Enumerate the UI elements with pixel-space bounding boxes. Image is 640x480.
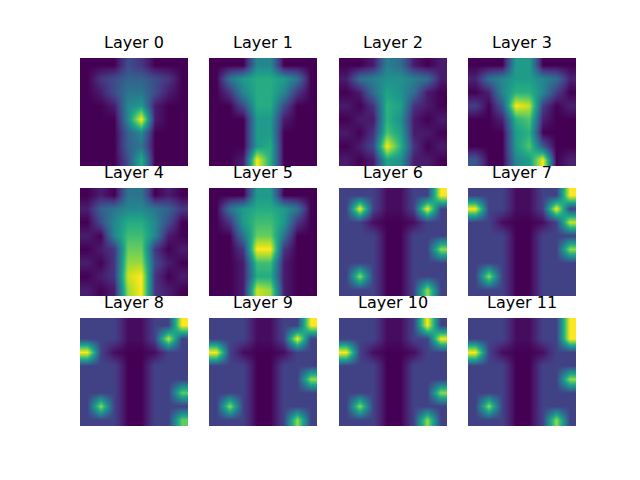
svg-text:Layer 1: Layer 1 — [233, 33, 293, 52]
svg-text:Layer 11: Layer 11 — [487, 293, 557, 312]
svg-text:Layer 2: Layer 2 — [363, 33, 423, 52]
svg-text:Layer 5: Layer 5 — [233, 163, 293, 182]
svg-text:Layer 9: Layer 9 — [233, 293, 293, 312]
svg-text:Layer 7: Layer 7 — [492, 163, 552, 182]
svg-text:Layer 6: Layer 6 — [363, 163, 423, 182]
svg-text:Layer 4: Layer 4 — [104, 163, 164, 182]
svg-text:Layer 8: Layer 8 — [104, 293, 164, 312]
svg-text:Layer 3: Layer 3 — [492, 33, 552, 52]
svg-text:Layer 10: Layer 10 — [358, 293, 428, 312]
svg-text:Layer 0: Layer 0 — [104, 33, 164, 52]
